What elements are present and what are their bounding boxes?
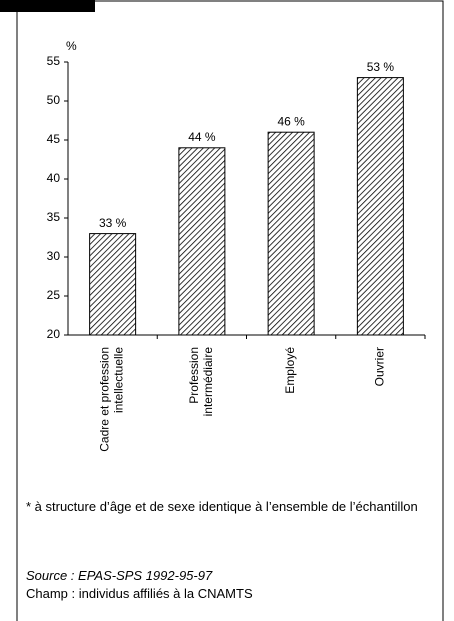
x-tick-label: Employé: [283, 347, 297, 394]
y-tick-label: 45: [47, 132, 61, 146]
scope: Champ : individus affiliés à la CNAMTS: [26, 586, 253, 601]
bar: [178, 147, 226, 336]
x-tick-label: Ouvrier: [373, 347, 387, 386]
source: Source : EPAS-SPS 1992-95-97: [26, 568, 213, 583]
bar: [89, 233, 137, 336]
frame: [16, 0, 444, 621]
footnote: * à structure d’âge et de sexe identique…: [26, 499, 418, 514]
y-tick-label: 35: [47, 210, 61, 224]
bar: [356, 77, 404, 336]
value-label: 44 %: [188, 130, 216, 144]
y-tick-label: 50: [47, 93, 61, 107]
value-label: 53 %: [367, 60, 395, 74]
y-tick-label: 25: [47, 288, 61, 302]
x-tick-label: Professionintermédiaire: [187, 347, 215, 417]
x-tick-label: Cadre et professionintellectuelle: [98, 347, 126, 452]
y-tick-label: 40: [47, 171, 61, 185]
bar: [267, 131, 315, 336]
value-label: 46 %: [277, 114, 305, 128]
y-tick-label: 20: [47, 327, 61, 341]
y-tick-label: 30: [47, 249, 61, 263]
value-label: 33 %: [99, 216, 127, 230]
y-tick-label: 55: [47, 54, 61, 68]
y-axis-label: %: [66, 39, 77, 53]
header-tab: [0, 0, 95, 12]
